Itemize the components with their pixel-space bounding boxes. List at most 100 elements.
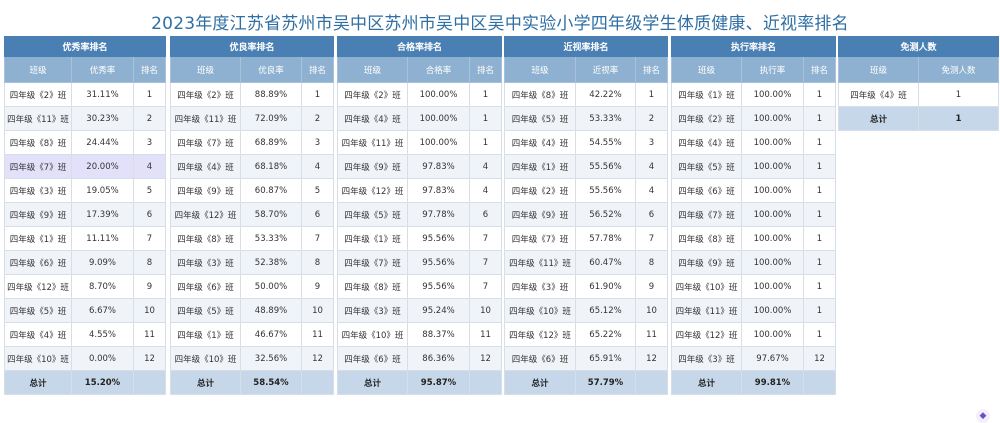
rank-cell: 12 [300, 346, 335, 371]
rank-cell: 9 [132, 274, 167, 299]
rank-cell: 12 [634, 346, 669, 371]
class-cell: 四年级《6》班 [170, 274, 241, 299]
rate-cell: 60.47% [575, 250, 636, 275]
table-row: 四年级《8》班 95.56% 7 [337, 274, 503, 299]
column-header: 排名 [300, 56, 335, 83]
rank-cell: 1 [468, 106, 503, 131]
table-row: 四年级《5》班 97.78% 6 [337, 202, 503, 227]
rate-cell: 100.00% [407, 106, 470, 131]
rate-cell: 100.00% [741, 178, 804, 203]
rate-cell: 88.89% [240, 82, 302, 107]
table-title: 合格率排名 [336, 36, 503, 57]
class-cell: 四年级《4》班 [838, 82, 919, 107]
class-cell: 四年级《12》班 [4, 274, 72, 299]
table-row: 四年级《6》班 86.36% 12 [337, 346, 503, 371]
table-title: 优秀率排名 [3, 36, 167, 57]
rate-cell: 100.00% [741, 298, 804, 323]
rate-cell: 48.89% [240, 298, 302, 323]
class-cell: 四年级《6》班 [671, 178, 742, 203]
class-cell: 四年级《11》班 [504, 250, 576, 275]
class-cell: 四年级《6》班 [4, 250, 72, 275]
table-row: 四年级《8》班 100.00% 1 [671, 226, 837, 251]
class-cell: 四年级《1》班 [337, 226, 408, 251]
rank-cell: 2 [634, 106, 669, 131]
class-cell: 四年级《10》班 [504, 298, 576, 323]
class-cell: 四年级《10》班 [4, 346, 72, 371]
class-cell: 四年级《4》班 [170, 154, 241, 179]
class-cell: 四年级《12》班 [504, 322, 576, 347]
table-row: 四年级《3》班 19.05% 5 [4, 178, 167, 203]
class-cell: 四年级《3》班 [337, 298, 408, 323]
rank-cell: 1 [802, 130, 837, 155]
total-rank-empty [132, 370, 167, 395]
rank-cell: 9 [300, 274, 335, 299]
rank-cell: 1 [802, 226, 837, 251]
rate-cell: 55.56% [575, 154, 636, 179]
class-cell: 四年级《5》班 [4, 298, 72, 323]
column-header: 优良率 [240, 56, 302, 83]
table-row: 四年级《8》班 42.22% 1 [504, 82, 669, 107]
table-row: 四年级《10》班 100.00% 1 [671, 274, 837, 299]
total-label: 总计 [170, 370, 241, 395]
table-row: 四年级《12》班 58.70% 6 [170, 202, 335, 227]
total-label: 总计 [504, 370, 576, 395]
rate-cell: 100.00% [741, 250, 804, 275]
rank-cell: 5 [132, 178, 167, 203]
table-title: 近视率排名 [503, 36, 669, 57]
class-cell: 四年级《3》班 [504, 274, 576, 299]
rate-cell: 32.56% [240, 346, 302, 371]
rate-cell: 53.33% [240, 226, 302, 251]
rate-cell: 100.00% [741, 322, 804, 347]
rank-cell: 5 [300, 178, 335, 203]
rate-cell: 61.90% [575, 274, 636, 299]
rate-cell: 97.78% [407, 202, 470, 227]
table-row: 四年级《9》班 56.52% 6 [504, 202, 669, 227]
rate-cell: 53.33% [575, 106, 636, 131]
column-header: 班级 [838, 56, 919, 83]
table-row: 四年级《9》班 97.83% 4 [337, 154, 503, 179]
total-row: 总计 1 [838, 106, 1000, 131]
table-row: 四年级《2》班 100.00% 1 [671, 106, 837, 131]
column-header: 执行率 [741, 56, 804, 83]
rate-cell: 20.00% [71, 154, 134, 179]
class-cell: 四年级《1》班 [504, 154, 576, 179]
rate-cell: 54.55% [575, 130, 636, 155]
total-value: 99.81% [741, 370, 804, 395]
rate-cell: 30.23% [71, 106, 134, 131]
total-label: 总计 [337, 370, 408, 395]
rank-cell: 10 [468, 298, 503, 323]
class-cell: 四年级《1》班 [4, 226, 72, 251]
table-row: 四年级《9》班 100.00% 1 [671, 250, 837, 275]
rate-cell: 31.11% [71, 82, 134, 107]
rank-cell: 12 [802, 346, 837, 371]
rate-cell: 95.56% [407, 274, 470, 299]
table-row: 四年级《7》班 68.89% 3 [170, 130, 335, 155]
rank-cell: 10 [132, 298, 167, 323]
assistant-icon[interactable]: ◆ [976, 409, 990, 423]
rank-cell: 11 [468, 322, 503, 347]
rate-cell: 19.05% [71, 178, 134, 203]
table-row: 四年级《5》班 100.00% 1 [671, 154, 837, 179]
class-cell: 四年级《2》班 [337, 82, 408, 107]
rate-cell: 6.67% [71, 298, 134, 323]
rank-cell: 1 [802, 82, 837, 107]
rate-cell: 42.22% [575, 82, 636, 107]
table-row: 四年级《9》班 17.39% 6 [4, 202, 167, 227]
class-cell: 四年级《11》班 [170, 106, 241, 131]
table-row: 四年级《3》班 52.38% 8 [170, 250, 335, 275]
column-header: 近视率 [575, 56, 636, 83]
rank-cell: 11 [132, 322, 167, 347]
count-cell: 1 [917, 82, 1000, 107]
table-row: 四年级《5》班 6.67% 10 [4, 298, 167, 323]
class-cell: 四年级《7》班 [504, 226, 576, 251]
total-row: 总计 58.54% [170, 370, 335, 395]
rank-cell: 3 [300, 130, 335, 155]
rank-cell: 1 [468, 82, 503, 107]
class-cell: 四年级《9》班 [4, 202, 72, 227]
table-row: 四年级《12》班 100.00% 1 [671, 322, 837, 347]
table-row: 四年级《7》班 57.78% 7 [504, 226, 669, 251]
rate-cell: 58.70% [240, 202, 302, 227]
rate-cell: 56.52% [575, 202, 636, 227]
class-cell: 四年级《7》班 [170, 130, 241, 155]
rate-cell: 95.24% [407, 298, 470, 323]
